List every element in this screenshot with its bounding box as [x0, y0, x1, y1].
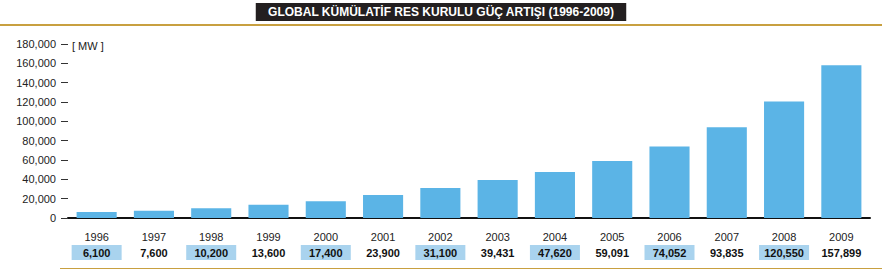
- svg-text:7,600: 7,600: [140, 247, 168, 259]
- svg-text:1999: 1999: [256, 231, 280, 243]
- svg-text:31,100: 31,100: [424, 247, 458, 259]
- svg-text:93,835: 93,835: [710, 247, 744, 259]
- svg-text:140,000: 140,000: [16, 77, 56, 89]
- svg-text:120,550: 120,550: [764, 247, 804, 259]
- svg-text:6,100: 6,100: [83, 247, 111, 259]
- svg-text:160,000: 160,000: [16, 57, 56, 69]
- svg-text:39,431: 39,431: [481, 247, 515, 259]
- svg-text:20,000: 20,000: [22, 193, 56, 205]
- svg-text:2003: 2003: [485, 231, 509, 243]
- svg-text:60,000: 60,000: [22, 154, 56, 166]
- svg-text:0: 0: [50, 212, 56, 224]
- svg-text:80,000: 80,000: [22, 135, 56, 147]
- svg-text:2009: 2009: [829, 231, 853, 243]
- svg-text:180,000: 180,000: [16, 38, 56, 50]
- svg-text:1997: 1997: [142, 231, 166, 243]
- svg-text:[ MW ]: [ MW ]: [72, 40, 104, 52]
- svg-text:1996: 1996: [84, 231, 108, 243]
- svg-text:1998: 1998: [199, 231, 223, 243]
- svg-text:2005: 2005: [600, 231, 624, 243]
- svg-text:40,000: 40,000: [22, 173, 56, 185]
- svg-text:2008: 2008: [772, 231, 796, 243]
- svg-text:74,052: 74,052: [653, 247, 687, 259]
- svg-text:100,000: 100,000: [16, 115, 56, 127]
- svg-text:23,900: 23,900: [366, 247, 400, 259]
- svg-text:2007: 2007: [715, 231, 739, 243]
- svg-text:2004: 2004: [543, 231, 567, 243]
- svg-text:120,000: 120,000: [16, 96, 56, 108]
- svg-text:2000: 2000: [314, 231, 338, 243]
- svg-text:47,620: 47,620: [538, 247, 572, 259]
- svg-text:13,600: 13,600: [252, 247, 286, 259]
- svg-text:2001: 2001: [371, 231, 395, 243]
- svg-text:10,200: 10,200: [194, 247, 228, 259]
- svg-text:2006: 2006: [657, 231, 681, 243]
- svg-text:59,091: 59,091: [595, 247, 629, 259]
- svg-text:157,899: 157,899: [821, 247, 861, 259]
- svg-text:2002: 2002: [428, 231, 452, 243]
- svg-text:17,400: 17,400: [309, 247, 343, 259]
- svg-text:GLOBAL KÜMÜLATİF RES KURULU GÜ: GLOBAL KÜMÜLATİF RES KURULU GÜÇ ARTIŞI (…: [268, 4, 614, 19]
